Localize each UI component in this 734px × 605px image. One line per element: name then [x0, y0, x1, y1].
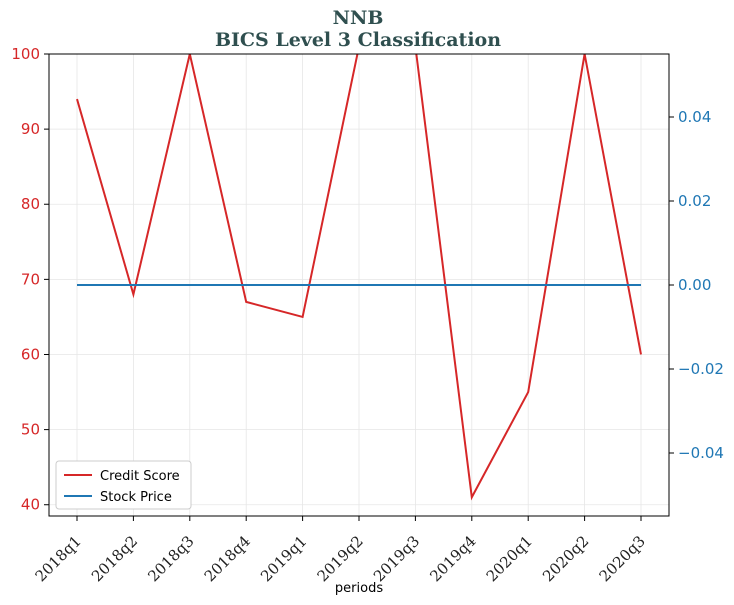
x-tick-label: 2020q1 — [483, 532, 536, 585]
x-tick-label: 2020q2 — [539, 532, 592, 585]
right-tick-label: −0.04 — [678, 444, 724, 462]
chart-title: NNB — [333, 7, 384, 29]
left-tick-label: 80 — [21, 195, 40, 213]
left-tick-label: 40 — [21, 496, 40, 514]
x-tick-label: 2019q1 — [257, 532, 310, 585]
series-lines — [76, 54, 642, 501]
chart-subtitle: BICS Level 3 Classification — [215, 29, 501, 51]
right-axis-ticks: −0.04 −0.02 0.00 0.02 0.04 — [669, 108, 724, 462]
legend: Credit Score Stock Price — [55, 460, 192, 510]
x-axis-label: periods — [335, 581, 383, 596]
x-tick-label: 2018q2 — [88, 532, 141, 585]
right-tick-label: 0.00 — [678, 276, 711, 294]
legend-label-credit-score: Credit Score — [100, 469, 180, 484]
x-tick-label: 2019q2 — [314, 532, 367, 585]
left-tick-label: 70 — [21, 270, 40, 288]
right-tick-label: 0.04 — [678, 108, 711, 126]
x-tick-label: 2019q4 — [426, 532, 479, 585]
x-axis-ticks: 2018q1 2018q2 2018q3 2018q4 2019q1 2019q2 2019… — [32, 516, 649, 585]
left-tick-label: 60 — [21, 345, 40, 363]
left-axis-ticks: 40 50 60 70 80 90 100 — [11, 45, 49, 514]
x-tick-label: 2018q1 — [32, 532, 85, 585]
left-tick-label: 100 — [11, 45, 40, 63]
x-tick-label: 2019q3 — [370, 532, 423, 585]
right-tick-label: −0.02 — [678, 360, 724, 378]
series-line-credit-score — [76, 54, 642, 501]
left-tick-label: 50 — [21, 421, 40, 439]
legend-label-stock-price: Stock Price — [100, 490, 172, 505]
right-tick-label: 0.02 — [678, 192, 711, 210]
x-tick-label: 2018q3 — [144, 532, 197, 585]
left-tick-label: 90 — [21, 120, 40, 138]
x-tick-label: 2020q3 — [596, 532, 649, 585]
x-tick-label: 2018q4 — [201, 532, 254, 585]
plot-frame — [48, 53, 670, 517]
